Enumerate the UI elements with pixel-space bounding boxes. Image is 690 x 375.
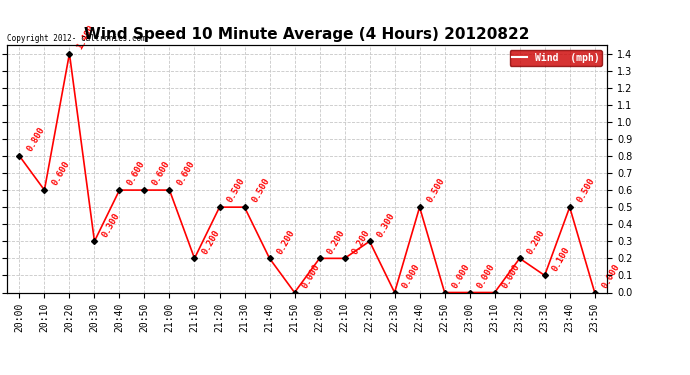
Text: 0.200: 0.200: [325, 228, 346, 256]
Text: 0.200: 0.200: [350, 228, 371, 256]
Text: Copyright 2012- caltronics.com: Copyright 2012- caltronics.com: [7, 33, 146, 42]
Text: 1.400: 1.400: [75, 23, 96, 51]
Text: 0.000: 0.000: [400, 262, 422, 290]
Title: Wind Speed 10 Minute Average (4 Hours) 20120822: Wind Speed 10 Minute Average (4 Hours) 2…: [84, 27, 530, 42]
Text: 0.600: 0.600: [175, 159, 196, 187]
Text: 0.800: 0.800: [25, 125, 46, 153]
Text: 0.500: 0.500: [575, 177, 596, 204]
Text: 0.500: 0.500: [425, 177, 446, 204]
Text: 0.000: 0.000: [600, 262, 622, 290]
Text: 0.200: 0.200: [525, 228, 546, 256]
Legend: Wind  (mph): Wind (mph): [509, 50, 602, 66]
Text: 0.600: 0.600: [150, 159, 171, 187]
Text: 0.600: 0.600: [125, 159, 146, 187]
Text: 0.500: 0.500: [250, 177, 271, 204]
Text: 0.500: 0.500: [225, 177, 246, 204]
Text: 0.000: 0.000: [300, 262, 322, 290]
Text: 0.000: 0.000: [475, 262, 496, 290]
Text: 0.200: 0.200: [200, 228, 221, 256]
Text: 0.200: 0.200: [275, 228, 296, 256]
Text: 0.000: 0.000: [450, 262, 471, 290]
Text: 0.300: 0.300: [375, 211, 396, 238]
Text: 0.600: 0.600: [50, 159, 71, 187]
Text: 0.000: 0.000: [500, 262, 522, 290]
Text: 0.100: 0.100: [550, 245, 571, 273]
Text: 0.300: 0.300: [100, 211, 121, 238]
